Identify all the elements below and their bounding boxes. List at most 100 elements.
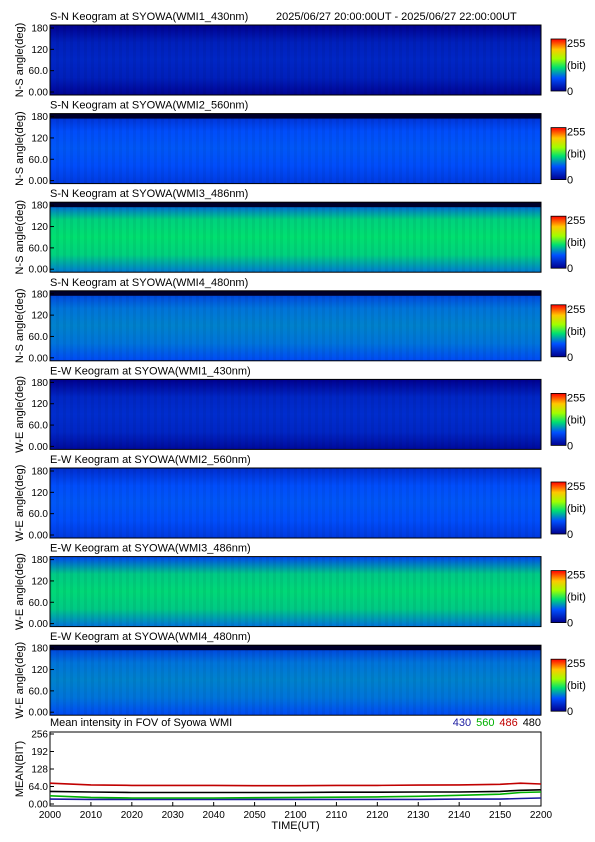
x-tick-label: 2130 [407, 810, 430, 821]
time-range-header: 2025/06/27 20:00:00UT - 2025/06/27 22:00… [276, 11, 517, 23]
x-tick-label: 2200 [530, 810, 553, 821]
keogram-title: E-W Keogram at SYOWA(WMI3_486nm) [50, 543, 251, 555]
x-tick-label: 2030 [162, 810, 185, 821]
keogram-ytick-label: 0.00 [29, 265, 49, 276]
keogram-title: S-N Keogram at SYOWA(WMI2_560nm) [50, 100, 248, 112]
x-tick-label: 2000 [39, 810, 62, 821]
y-tick-label: 128 [31, 765, 48, 776]
keogram-ytick-label: 180 [31, 378, 48, 389]
y-tick-label: 192 [31, 747, 48, 758]
keogram-ytick-label: 120 [31, 133, 48, 144]
series-line-480 [49, 789, 542, 794]
keogram-ytick-label: 0.00 [29, 88, 49, 99]
x-tick-label: 2120 [366, 810, 389, 821]
keogram-title: S-N Keogram at SYOWA(WMI3_486nm) [50, 188, 248, 200]
keogram-edge-band [50, 113, 541, 119]
keogram-ytick-label: 120 [31, 399, 48, 410]
keogram-ytick-label: 60.0 [29, 332, 49, 343]
colorbar-max-label: 255 [567, 570, 585, 582]
keogram-ytick-label: 0.00 [29, 531, 49, 542]
colorbar-min-label: 0 [567, 706, 573, 718]
keogram-title: E-W Keogram at SYOWA(WMI1_430nm) [50, 365, 251, 377]
legend-label: 430 [453, 717, 471, 729]
keogram-frame [49, 201, 542, 273]
colorbar-min-label: 0 [567, 263, 573, 275]
keogram-ytick-label: 0.00 [29, 353, 49, 364]
keogram-edge-band [50, 290, 541, 296]
keogram-ylabel: N-S angle(deg) [14, 111, 26, 186]
keogram-ylabel: W-E angle(deg) [14, 465, 26, 542]
y-tick-label: 256 [31, 730, 48, 741]
x-tick-label: 2100 [284, 810, 307, 821]
x-tick-label: 2010 [80, 810, 103, 821]
colorbar-unit-label: (bit) [567, 503, 586, 515]
colorbar-max-label: 255 [567, 481, 585, 493]
colorbar-unit-label: (bit) [567, 60, 586, 72]
keogram-texture [50, 556, 541, 627]
colorbar-min-label: 0 [567, 529, 573, 541]
keogram-ylabel: W-E angle(deg) [14, 376, 26, 453]
y-axis-label: MEAN(BIT) [14, 741, 26, 797]
keogram-ytick-label: 180 [31, 555, 48, 566]
keogram-title: E-W Keogram at SYOWA(WMI2_560nm) [50, 454, 251, 466]
colorbar [550, 392, 567, 446]
keogram-frame [49, 113, 542, 185]
colorbar [550, 215, 567, 269]
keogram-panel: S-N Keogram at SYOWA(WMI1_430nm)180 120 60… [14, 11, 586, 99]
keogram-panel: E-W Keogram at SYOWA(WMI2_560nm)180 120 60… [14, 454, 586, 542]
colorbar-unit-label: (bit) [567, 592, 586, 604]
colorbar-max-label: 255 [567, 304, 585, 316]
keogram-ytick-label: 120 [31, 665, 48, 676]
colorbar-min-label: 0 [567, 352, 573, 364]
colorbar-unit-label: (bit) [567, 414, 586, 426]
colorbar-unit-label: (bit) [567, 237, 586, 249]
mean-intensity-panel: Mean intensity in FOV of Syowa WMI 480 486… [14, 717, 553, 832]
keogram-texture [50, 113, 541, 184]
plot-area [49, 731, 542, 807]
colorbar [550, 127, 567, 180]
keogram-texture [50, 25, 541, 95]
keogram-ytick-label: 180 [31, 289, 48, 300]
keogram-texture [50, 202, 541, 273]
legend-label: 560 [476, 717, 494, 729]
keogram-edge-band [50, 202, 541, 208]
colorbar-min-label: 0 [567, 440, 573, 452]
keogram-ytick-label: 60.0 [29, 243, 49, 254]
x-tick-label: 2040 [203, 810, 226, 821]
colorbar [550, 304, 567, 358]
keogram-ytick-label: 0.00 [29, 619, 49, 630]
legend-label: 480 [523, 717, 541, 729]
x-tick-label: 2050 [243, 810, 266, 821]
keogram-ytick-label: 60.0 [29, 509, 49, 520]
keogram-ytick-label: 180 [31, 24, 48, 35]
keogram-title: E-W Keogram at SYOWA(WMI4_480nm) [50, 631, 251, 643]
x-axis-label: TIME(UT) [271, 820, 319, 832]
keogram-ytick-label: 60.0 [29, 66, 49, 77]
keogram-ytick-label: 120 [31, 488, 48, 499]
keogram-ylabel: N-S angle(deg) [14, 289, 26, 364]
keogram-ytick-label: 120 [31, 576, 48, 587]
colorbar-min-label: 0 [567, 175, 573, 187]
keogram-panel: S-N Keogram at SYOWA(WMI3_486nm)180 120 60… [14, 188, 586, 276]
colorbar-max-label: 255 [567, 38, 585, 50]
keogram-title: S-N Keogram at SYOWA(WMI4_480nm) [50, 277, 248, 289]
keogram-ylabel: W-E angle(deg) [14, 642, 26, 719]
x-tick-label: 2150 [489, 810, 512, 821]
keogram-ytick-label: 120 [31, 222, 48, 233]
colorbar-unit-label: (bit) [567, 149, 586, 161]
y-tick-label: 64.0 [29, 782, 49, 793]
keogram-ytick-label: 0.00 [29, 708, 49, 719]
keogram-frame [49, 644, 542, 716]
keogram-frame [49, 378, 542, 450]
colorbar [550, 481, 567, 535]
keogram-ytick-label: 120 [31, 45, 48, 56]
keogram-ytick-label: 60.0 [29, 598, 49, 609]
colorbar-unit-label: (bit) [567, 680, 586, 692]
keogram-frame [49, 467, 542, 539]
keogram-panel: E-W Keogram at SYOWA(WMI1_430nm)180 120 60… [14, 365, 586, 453]
keogram-texture [50, 645, 541, 716]
colorbar-min-label: 0 [567, 618, 573, 630]
keogram-panel: S-N Keogram at SYOWA(WMI4_480nm)180 120 60… [14, 277, 586, 365]
chart-title: Mean intensity in FOV of Syowa WMI [50, 717, 232, 729]
